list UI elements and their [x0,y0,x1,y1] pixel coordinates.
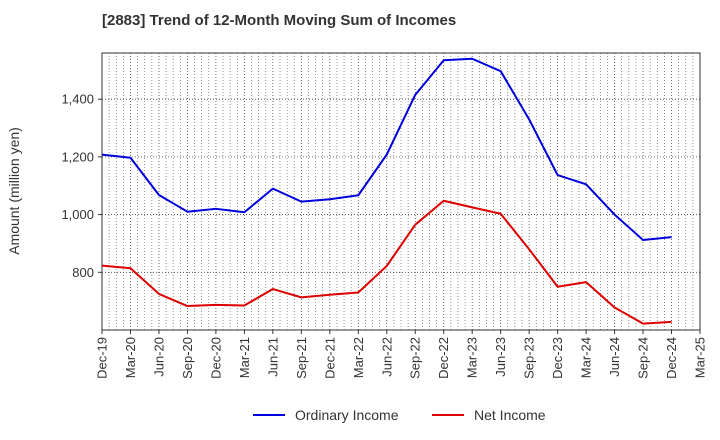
x-tick-label: Dec-21 [322,337,337,379]
x-tick-label: Dec-20 [208,337,223,379]
x-tick-label: Mar-20 [123,337,138,378]
x-tick-label: Sep-22 [408,337,423,379]
legend-item-net-income: Net Income [432,407,546,423]
legend: Ordinary Income Net Income [253,407,546,423]
x-tick-label: Dec-24 [664,337,679,379]
x-tick-label: Mar-21 [237,337,252,378]
x-tick-label: Jun-23 [493,337,508,377]
x-tick-label: Sep-23 [522,337,537,379]
x-tick-label: Mar-23 [465,337,480,378]
gridlines [102,53,700,330]
y-tick-label: 1,000 [61,207,94,222]
x-tick-label: Dec-23 [550,337,565,379]
legend-label: Ordinary Income [295,407,399,423]
x-tick-label: Jun-24 [607,337,622,377]
x-tick-label: Mar-22 [351,337,366,378]
axes-labels: 800 1,000 1,200 1,400 Dec-19 Mar-20 Jun-20 Sep-… [61,92,707,379]
x-tick-label: Dec-22 [436,337,451,379]
plot-area [101,52,701,331]
y-axis-title: Amount (million yen) [6,127,22,255]
chart-title: [2883] Trend of 12-Month Moving Sum of I… [102,12,457,29]
x-tick-label: Jun-21 [265,337,280,377]
x-tick-label: Sep-20 [180,337,195,379]
legend-item-ordinary-income: Ordinary Income [253,407,399,423]
x-tick-label: Sep-21 [294,337,309,379]
x-tick-label: Jun-22 [379,337,394,377]
x-tick-label: Sep-24 [636,337,651,379]
series-lines [101,57,672,325]
x-tick-label: Jun-20 [151,337,166,377]
y-tick-label: 800 [72,265,94,280]
x-tick-label: Dec-19 [95,337,110,379]
x-tick-label: Mar-25 [693,337,708,378]
y-tick-label: 1,400 [61,92,94,107]
legend-label: Net Income [474,407,546,423]
x-tick-label: Mar-24 [579,337,594,378]
series-line-net-income [101,199,672,325]
y-tick-label: 1,200 [61,149,94,164]
series-line-ordinary-income [101,57,672,241]
